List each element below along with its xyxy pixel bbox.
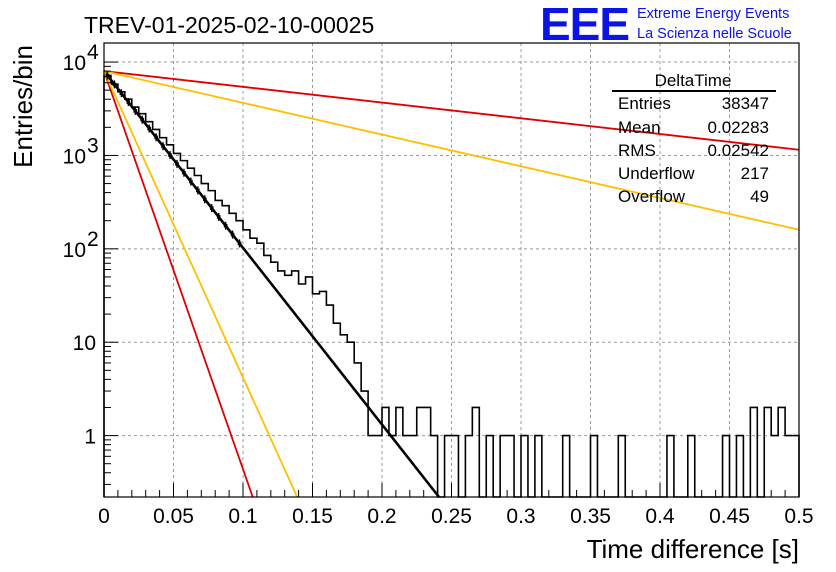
eee-logo: EEE [540,0,629,50]
x-tick-label: 0.25 [431,505,472,528]
data-marker [209,206,214,210]
data-marker [202,197,207,202]
y-tick-exponent: 2 [87,228,99,251]
data-marker [237,241,242,246]
x-tick-label: 0.4 [645,505,675,528]
y-tick-label: 10 [63,145,86,168]
y-tick-exponent: 3 [87,134,99,157]
data-marker [133,109,138,113]
stats-box: DeltaTime Entries 38347 Mean 0.02283 RMS… [612,71,776,206]
data-marker [223,223,228,228]
y-tick-label: 10 [63,239,86,262]
fit-markers [105,71,242,248]
stats-label: RMS [618,141,656,160]
chart-title: TREV-01-2025-02-10-00025 [84,12,374,38]
data-marker [216,215,221,219]
x-tick-label: 0.05 [153,505,194,528]
y-tick-label: 10 [73,332,96,355]
stats-value: 217 [741,164,769,183]
x-tick-label: 0.2 [367,505,396,528]
reference-exponential-line [103,70,800,151]
data-marker [126,100,131,104]
x-tick-label: 0.1 [228,505,257,528]
x-tick-label: 0.5 [784,505,813,528]
stats-label: Underflow [618,164,695,183]
data-marker [154,135,158,140]
stats-value: 38347 [722,94,769,113]
data-marker [196,188,200,193]
x-tick-label: 0.35 [570,505,611,528]
x-tick-label: 0.3 [506,505,535,528]
data-marker [189,179,193,184]
y-tick-exponent: 4 [87,41,99,64]
reference-exponential-line [103,70,254,498]
x-tick-label: 0.45 [709,505,750,528]
y-tick-label: 1 [84,426,96,449]
stats-value: 0.02283 [708,118,769,137]
data-marker [112,82,117,87]
reference-exponential-line [103,70,800,231]
y-axis-title: Entries/bin [8,45,38,168]
data-marker [182,170,186,175]
stats-value: 49 [750,187,769,206]
y-tick-label: 10 [63,52,86,75]
stats-label: Mean [618,118,661,137]
x-tick-label: 0.15 [292,505,333,528]
reference-exponential-line [103,70,299,498]
x-axis-title: Time difference [s] [587,534,799,564]
data-marker [230,232,235,237]
axis-ticks: 0 0.05 0.1 0.15 0.2 0.25 0.3 0.35 0.4 0.45 0.5 1 10 1… [63,41,814,528]
data-marker [161,144,165,149]
stats-box-title: DeltaTime [655,71,732,90]
data-marker [168,153,172,157]
data-marker [140,117,145,122]
fit-line [102,70,441,498]
data-marker [175,162,179,166]
data-marker [147,126,151,131]
stats-label: Entries [618,94,671,113]
logo-line-1: Extreme Energy Events [637,6,789,22]
logo-line-2: La Scienza nelle Scuole [637,26,792,42]
fit-curves [102,70,800,498]
stats-label: Overflow [618,187,686,206]
data-marker [119,91,124,96]
x-tick-label: 0 [98,505,110,528]
data-marker [105,73,110,78]
stats-value: 0.02542 [708,141,769,160]
